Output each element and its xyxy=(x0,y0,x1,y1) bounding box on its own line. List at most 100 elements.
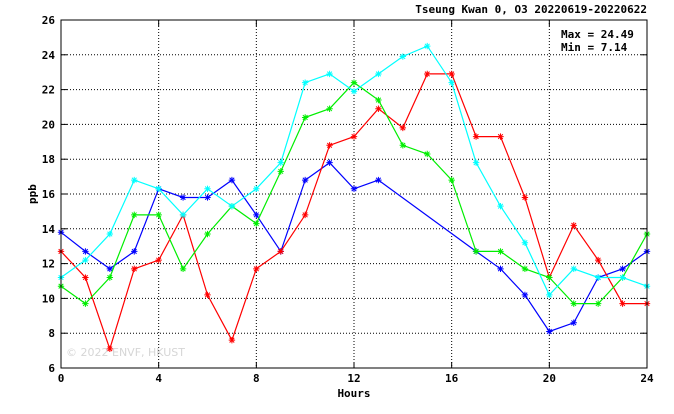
x-axis-title: Hours xyxy=(337,387,370,400)
data-point-marker xyxy=(619,265,626,273)
data-point-marker xyxy=(277,168,284,175)
data-point-marker xyxy=(570,319,577,326)
data-point-marker xyxy=(375,176,382,184)
data-point-marker xyxy=(82,300,89,307)
data-point-marker xyxy=(521,239,529,246)
data-point-marker xyxy=(179,211,187,219)
data-point-marker xyxy=(204,230,211,238)
data-point-marker xyxy=(448,176,455,184)
data-point-marker xyxy=(619,300,626,307)
data-point-marker xyxy=(106,265,114,273)
data-point-marker xyxy=(350,133,358,140)
data-point-marker xyxy=(350,185,358,192)
y-tick-label: 26 xyxy=(42,14,56,27)
y-tick-label: 6 xyxy=(48,362,55,375)
data-point-marker xyxy=(472,159,480,166)
y-tick-label: 24 xyxy=(42,49,56,62)
data-point-marker xyxy=(326,159,333,166)
data-point-marker xyxy=(594,274,602,281)
data-point-marker xyxy=(155,211,162,219)
y-tick-label: 14 xyxy=(42,223,56,236)
data-point-marker xyxy=(82,248,89,255)
tick-layer: 0 4 8 12 16 20 24 6 8 10 12 14 16 18 20 22 24 26 xyxy=(42,14,654,385)
series-line xyxy=(60,161,648,333)
data-point-marker xyxy=(497,248,504,255)
data-point-marker xyxy=(253,185,260,192)
y-tick-label: 12 xyxy=(42,258,55,271)
data-point-marker xyxy=(155,256,162,264)
data-point-marker xyxy=(472,133,480,140)
data-point-marker xyxy=(399,124,407,132)
data-point-marker xyxy=(497,202,504,210)
data-point-marker xyxy=(399,53,407,60)
x-tick-label: 20 xyxy=(543,372,556,385)
data-point-marker xyxy=(131,248,138,255)
x-tick-label: 4 xyxy=(155,372,162,385)
data-point-marker xyxy=(131,211,138,219)
data-point-marker xyxy=(594,256,602,264)
data-point-marker xyxy=(350,79,358,86)
data-point-marker xyxy=(424,42,431,50)
y-tick-label: 10 xyxy=(42,292,55,305)
data-point-marker xyxy=(546,274,553,281)
data-point-marker xyxy=(399,142,407,149)
data-point-marker xyxy=(375,105,382,112)
min-label: Min = 7.14 xyxy=(561,41,628,54)
data-point-marker xyxy=(326,70,333,78)
data-point-marker xyxy=(277,159,284,166)
data-point-marker xyxy=(82,274,89,281)
data-point-marker xyxy=(228,336,236,344)
data-point-marker xyxy=(497,265,504,273)
data-point-marker xyxy=(301,176,309,184)
chart-title: Tseung Kwan 0, O3 20220619-20220622 xyxy=(415,3,647,16)
data-point-marker xyxy=(106,274,114,281)
data-point-marker xyxy=(301,114,309,121)
data-point-marker xyxy=(546,291,553,299)
y-tick-label: 16 xyxy=(42,188,56,201)
data-point-marker xyxy=(253,265,260,273)
data-point-marker xyxy=(619,274,626,281)
data-point-marker xyxy=(546,328,553,335)
data-point-marker xyxy=(277,248,284,255)
data-point-marker xyxy=(301,79,309,86)
data-point-marker xyxy=(155,185,162,192)
data-point-marker xyxy=(326,142,333,149)
data-point-marker xyxy=(594,300,602,307)
data-point-marker xyxy=(448,70,455,78)
data-point-marker xyxy=(131,176,138,184)
data-point-marker xyxy=(521,194,529,201)
x-tick-label: 0 xyxy=(58,372,65,385)
data-point-marker xyxy=(106,230,114,238)
watermark: © 2022 ENVF, HKUST xyxy=(66,346,185,359)
data-point-marker xyxy=(350,88,358,95)
data-point-marker xyxy=(179,265,187,273)
data-point-marker xyxy=(570,222,577,229)
data-point-marker xyxy=(204,291,211,299)
data-point-marker xyxy=(570,300,577,307)
data-point-marker xyxy=(326,105,333,112)
x-tick-label: 8 xyxy=(253,372,260,385)
data-point-marker xyxy=(521,291,529,299)
data-point-marker xyxy=(106,345,114,353)
x-tick-label: 24 xyxy=(640,372,654,385)
y-axis-title: ppb xyxy=(26,184,39,204)
data-point-marker xyxy=(375,70,382,78)
data-point-marker xyxy=(301,211,309,219)
data-point-marker xyxy=(253,220,260,227)
data-point-marker xyxy=(179,194,187,201)
data-point-marker xyxy=(375,96,382,104)
data-point-marker xyxy=(521,265,529,273)
y-tick-label: 22 xyxy=(42,84,55,97)
y-tick-label: 18 xyxy=(42,153,55,166)
series-layer xyxy=(57,42,651,353)
data-point-marker xyxy=(228,176,236,184)
data-point-marker xyxy=(448,79,455,86)
y-tick-label: 20 xyxy=(42,118,55,131)
data-point-marker xyxy=(82,256,89,264)
x-tick-label: 12 xyxy=(347,372,360,385)
data-point-marker xyxy=(570,265,577,273)
data-point-marker xyxy=(204,194,211,201)
data-point-marker xyxy=(228,202,236,210)
